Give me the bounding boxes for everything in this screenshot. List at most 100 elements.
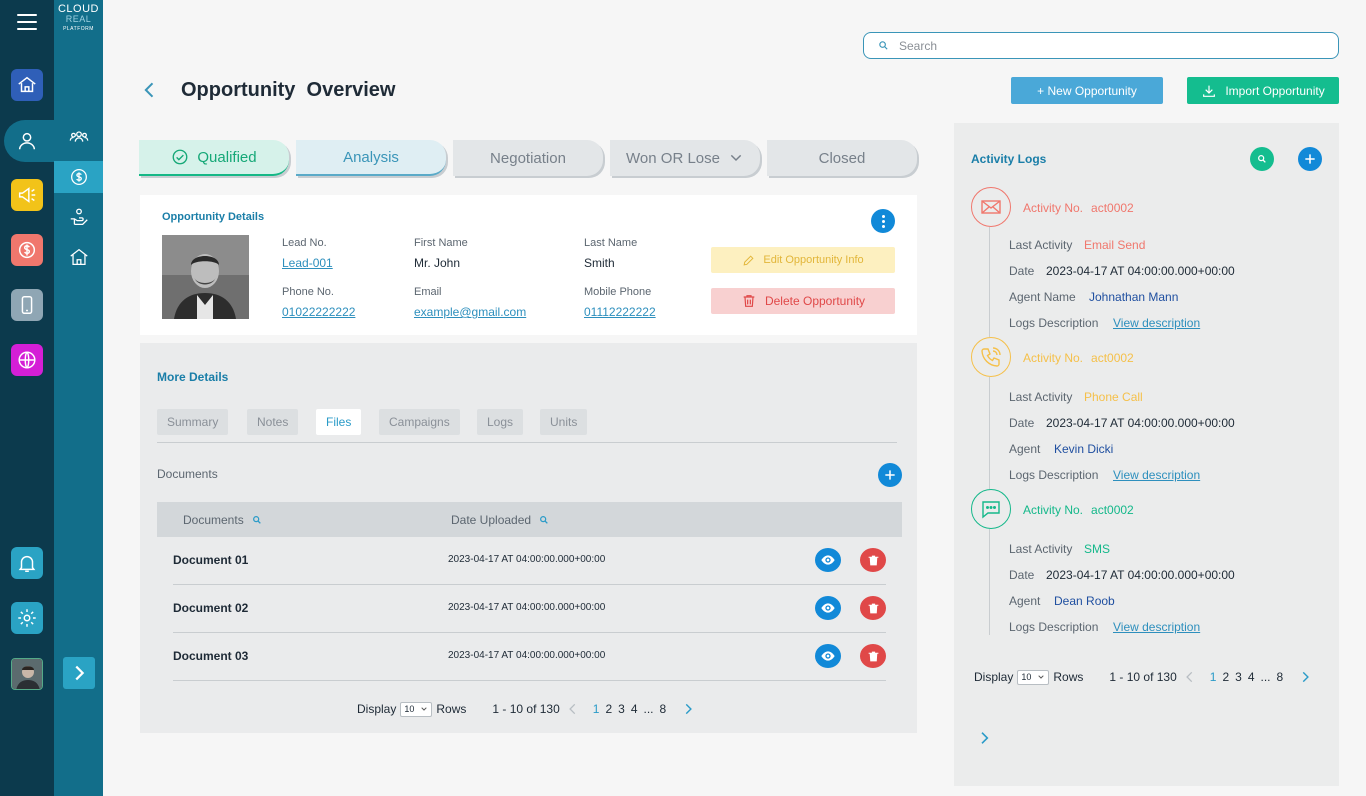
new-opportunity-button[interactable]: + New Opportunity: [1011, 77, 1163, 104]
log-heading: Activity No. act0002: [1023, 351, 1134, 365]
search-icon[interactable]: [252, 515, 262, 525]
email-link[interactable]: example@gmail.com: [414, 305, 527, 319]
tab-notes[interactable]: Notes: [247, 409, 299, 435]
view-document-button[interactable]: [815, 596, 841, 620]
document-date: 2023-04-17 AT 04:00:00.000+00:00: [448, 554, 606, 565]
stage-won-or-lose[interactable]: Won OR Lose: [610, 140, 760, 176]
documents-pagination: Display 10 Rows 1 - 10 of 130 1 2 3 4 ..…: [357, 701, 695, 717]
search-input[interactable]: [899, 38, 1319, 53]
pager-display-label: Display: [974, 670, 1014, 684]
sidebar-campaign-icon[interactable]: [11, 179, 43, 211]
search-bar[interactable]: [863, 32, 1339, 59]
stage-qualified[interactable]: Qualified: [139, 140, 289, 176]
opportunity-details-card: Opportunity Details Lead No. Lead-001 Fi…: [140, 195, 917, 335]
more-details-card: More Details Summary Notes Files Campaig…: [140, 343, 917, 733]
stage-qualified-label: Qualified: [197, 148, 257, 166]
prev-page-icon[interactable]: [1183, 669, 1197, 685]
table-row: Document 03 2023-04-17 AT 04:00:00.000+0…: [173, 633, 886, 681]
page-link[interactable]: 8: [1276, 670, 1284, 684]
details-title: Opportunity Details: [162, 211, 265, 223]
sidebar-notifications-icon[interactable]: [11, 547, 43, 579]
logs-search-button[interactable]: [1250, 147, 1274, 171]
sidebar-user-icon[interactable]: [11, 125, 43, 157]
page-ellipsis: ...: [643, 702, 654, 716]
trash-icon: [868, 651, 878, 661]
page-link[interactable]: 1: [592, 702, 600, 716]
details-more-options-icon[interactable]: [871, 209, 895, 233]
lead-no-label: Lead No.: [282, 237, 327, 249]
app-logo: CLOUD REAL PLATFORM: [54, 0, 103, 44]
sidebar-finance-icon[interactable]: [11, 234, 43, 266]
delete-document-button[interactable]: [860, 596, 886, 620]
sidebar-active-highlight: [4, 120, 66, 162]
log-agent-value: Dean Roob: [1054, 594, 1115, 608]
delete-document-button[interactable]: [860, 644, 886, 668]
prev-page-icon[interactable]: [566, 701, 580, 717]
page-link[interactable]: 4: [630, 702, 638, 716]
sidebar-globe-icon[interactable]: [11, 344, 43, 376]
stage-negotiation[interactable]: Negotiation: [453, 140, 603, 176]
next-page-icon[interactable]: [1298, 669, 1312, 685]
hamburger-menu-icon[interactable]: [17, 14, 37, 30]
page-link[interactable]: 3: [618, 702, 625, 716]
tab-files[interactable]: Files: [316, 409, 362, 435]
sidebar-mobile-icon[interactable]: [11, 289, 43, 321]
add-log-button[interactable]: [1298, 147, 1322, 171]
mobile-link[interactable]: 01112222222: [584, 305, 656, 319]
tab-logs[interactable]: Logs: [477, 409, 524, 435]
view-description-link[interactable]: View description: [1113, 468, 1201, 482]
last-name-value: Smith: [584, 256, 615, 270]
sidebar-settings-icon[interactable]: [11, 602, 43, 634]
stage-closed[interactable]: Closed: [767, 140, 917, 176]
log-date-label: Date: [1009, 416, 1035, 430]
search-icon[interactable]: [539, 515, 549, 525]
log-agent-value: Kevin Dicki: [1054, 442, 1114, 456]
back-arrow-icon[interactable]: [140, 80, 160, 100]
column-date-uploaded[interactable]: Date Uploaded: [451, 513, 549, 527]
view-description-link[interactable]: View description: [1113, 620, 1201, 634]
sidebar-expand-button[interactable]: [63, 657, 95, 689]
stage-closed-label: Closed: [818, 149, 866, 167]
tab-units[interactable]: Units: [540, 409, 588, 435]
page-link[interactable]: 1: [1209, 670, 1217, 684]
column-documents[interactable]: Documents: [183, 513, 262, 527]
sidebar-sub-opportunity-icon[interactable]: [54, 161, 103, 193]
rows-per-page-select[interactable]: 10: [1017, 669, 1050, 685]
next-page-icon[interactable]: [681, 701, 695, 717]
view-document-button[interactable]: [815, 644, 841, 668]
view-document-button[interactable]: [815, 548, 841, 572]
page-link[interactable]: 4: [1247, 670, 1255, 684]
edit-opportunity-button[interactable]: Edit Opportunity Info: [711, 247, 895, 273]
tab-campaigns[interactable]: Campaigns: [379, 409, 460, 435]
sidebar-real-estate-icon[interactable]: [11, 69, 43, 101]
page-link[interactable]: 2: [1222, 670, 1230, 684]
logo-text-top: CLOUD: [57, 3, 99, 15]
rows-per-page-value: 10: [1021, 672, 1032, 682]
delete-opportunity-button[interactable]: Delete Opportunity: [711, 288, 895, 314]
stage-analysis[interactable]: Analysis: [296, 140, 446, 176]
logo-text-bottom: PLATFORM: [63, 26, 94, 32]
sidebar-sub-team-icon[interactable]: [54, 121, 103, 153]
logs-expand-chevron-icon[interactable]: [976, 728, 992, 748]
import-opportunity-button[interactable]: Import Opportunity: [1187, 77, 1339, 104]
log-heading: Activity No. act0002: [1023, 503, 1134, 517]
sidebar-sub-deal-icon[interactable]: [54, 201, 103, 233]
rows-per-page-select[interactable]: 10: [400, 701, 433, 717]
page-link[interactable]: 2: [605, 702, 613, 716]
pager-rows-label: Rows: [436, 702, 467, 716]
add-document-button[interactable]: [878, 463, 902, 487]
rows-per-page-value: 10: [404, 704, 415, 714]
lead-no-link[interactable]: Lead-001: [282, 256, 333, 270]
column-date-uploaded-label: Date Uploaded: [451, 513, 532, 527]
sidebar-sub-home-icon[interactable]: [54, 241, 103, 273]
page-link[interactable]: 8: [659, 702, 667, 716]
pager-display-label: Display: [357, 702, 397, 716]
log-head-label: Activity No.: [1023, 351, 1084, 365]
phone-link[interactable]: 01022222222: [282, 305, 356, 319]
page-link[interactable]: 3: [1235, 670, 1242, 684]
delete-document-button[interactable]: [860, 548, 886, 572]
tab-summary[interactable]: Summary: [157, 409, 229, 435]
edit-opportunity-label: Edit Opportunity Info: [763, 254, 864, 266]
view-description-link[interactable]: View description: [1113, 316, 1201, 330]
user-avatar[interactable]: [11, 658, 43, 690]
